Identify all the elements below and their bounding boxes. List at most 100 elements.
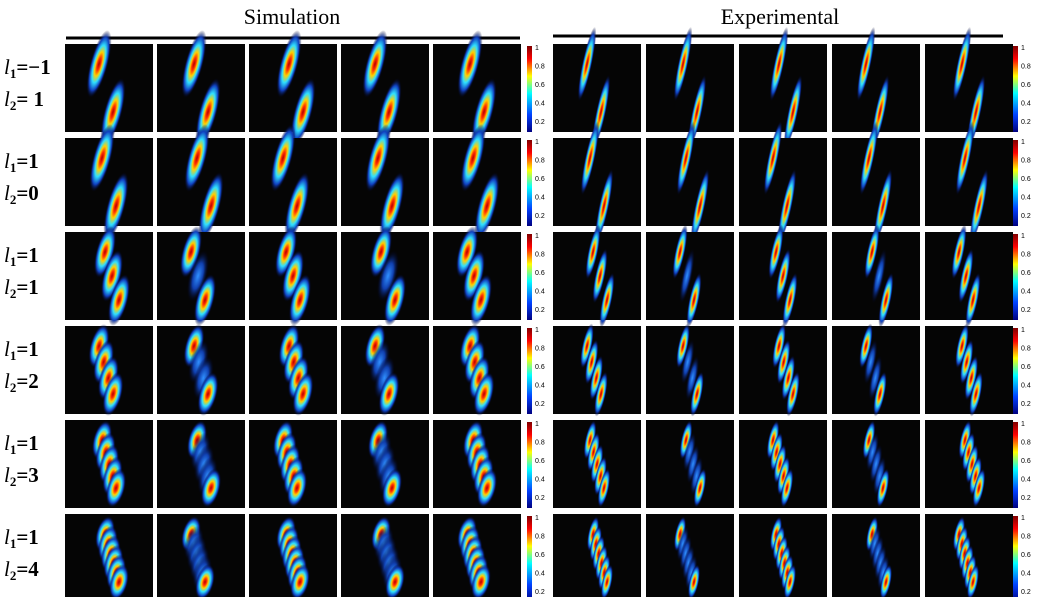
intensity-lobe — [952, 516, 966, 552]
symbol: l — [4, 557, 10, 581]
intensity-lobe — [958, 420, 972, 460]
intensity-lobe — [776, 339, 791, 385]
intensity-lobe — [679, 248, 695, 304]
colorbar — [527, 234, 532, 320]
intensity-lobe — [592, 248, 608, 304]
intensity-lobe — [780, 468, 794, 508]
value: =4 — [16, 557, 39, 581]
image-panel — [553, 514, 641, 597]
colorbar-tick-label: 1 — [1021, 421, 1025, 428]
colorbar-tick-label: 1 — [1021, 233, 1025, 240]
intensity-lobe — [286, 468, 308, 508]
colorbar-tick-label: 1 — [535, 327, 539, 334]
intensity-lobe — [679, 420, 693, 460]
intensity-lobe — [672, 224, 688, 280]
image-panel — [925, 514, 1013, 597]
colorbar-tick-label: 0.8 — [535, 63, 545, 70]
colorbar-tick-label: 0.2 — [1021, 495, 1031, 502]
panel-background — [646, 44, 734, 132]
row-label: l2=1 — [4, 275, 39, 301]
colorbar-tick-label: 0.8 — [1021, 439, 1031, 446]
image-panel — [553, 323, 641, 417]
colorbar-tick-label: 0.6 — [1021, 82, 1031, 89]
image-panel — [739, 120, 827, 244]
colorbar-tick-label: 0.2 — [1021, 589, 1031, 596]
intensity-lobe — [594, 456, 607, 496]
image-panel — [739, 514, 827, 597]
intensity-lobe — [290, 78, 316, 146]
intensity-lobe — [109, 564, 129, 597]
intensity-lobe — [584, 339, 599, 385]
intensity-lobe — [471, 564, 491, 597]
colorbar-tick-label: 0.8 — [1021, 157, 1031, 164]
intensity-lobe — [100, 250, 124, 302]
intensity-lobe — [768, 224, 784, 280]
intensity-lobe — [962, 432, 975, 472]
colorbar-tick-label: 0.6 — [535, 552, 545, 559]
image-panel — [341, 514, 429, 597]
value: =3 — [16, 463, 38, 487]
intensity-lobe — [292, 372, 314, 416]
colorbar-tick-label: 1 — [1021, 515, 1025, 522]
image-panel — [925, 224, 1013, 328]
intensity-lobe — [772, 525, 785, 562]
colorbar-tick-label: 1 — [535, 233, 539, 240]
intensity-lobe — [873, 168, 893, 244]
intensity-lobe — [585, 224, 601, 280]
intensity-lobe — [580, 323, 594, 369]
panel-background — [832, 138, 920, 226]
intensity-lobe — [775, 535, 788, 571]
symbol: l — [4, 275, 10, 299]
image-panel — [646, 224, 734, 328]
subscript: 2 — [10, 192, 17, 207]
intensity-lobe — [469, 274, 493, 326]
intensity-lobe — [676, 120, 696, 196]
intensity-lobe — [955, 525, 968, 562]
intensity-lobe — [381, 468, 403, 508]
colorbar-tick-label: 0.4 — [535, 570, 545, 577]
row-label: l1=−1 — [4, 55, 51, 81]
image-panel — [925, 323, 1013, 417]
intensity-lobe — [590, 444, 604, 484]
intensity-lobe — [878, 272, 894, 328]
intensity-lobe — [685, 554, 698, 591]
image-panel — [65, 420, 153, 508]
intensity-lobe — [365, 124, 391, 192]
colorbar-tick-label: 0.6 — [1021, 552, 1031, 559]
intensity-lobe — [969, 168, 989, 244]
colorbar-tick-label: 0.2 — [535, 307, 545, 314]
intensity-lobe — [682, 545, 695, 581]
colorbar-tick-label: 0.4 — [535, 288, 545, 295]
image-panel — [65, 226, 153, 326]
colorbar-tick-label: 0.2 — [1021, 307, 1031, 314]
colorbar — [1013, 46, 1018, 132]
intensity-lobe — [376, 250, 400, 302]
intensity-lobe — [690, 456, 703, 496]
intensity-lobe — [369, 226, 393, 278]
value: =2 — [16, 369, 38, 393]
intensity-lobe — [877, 554, 890, 591]
colorbar-tick-label: 0.6 — [535, 270, 545, 277]
image-panel — [157, 324, 245, 416]
intensity-lobe — [766, 420, 780, 460]
image-panel — [553, 120, 641, 244]
image-panel — [553, 224, 641, 328]
intensity-lobe — [107, 274, 131, 326]
intensity-lobe — [600, 564, 614, 597]
intensity-lobe — [782, 272, 798, 328]
colorbar-tick-label: 0.4 — [535, 100, 545, 107]
colorbar-tick-label: 0.4 — [1021, 288, 1031, 295]
section-header: Simulation — [244, 4, 341, 29]
intensity-lobe — [676, 525, 689, 562]
colorbar-tick-label: 0.4 — [535, 476, 545, 483]
intensity-lobe — [385, 564, 405, 597]
value: =1 — [16, 149, 38, 173]
intensity-lobe — [781, 554, 794, 591]
colorbar-tick-label: 0.2 — [1021, 119, 1031, 126]
intensity-lobe — [673, 26, 693, 102]
subscript: 1 — [10, 160, 17, 175]
image-panel — [341, 124, 429, 240]
intensity-lobe — [873, 456, 886, 496]
intensity-lobe — [955, 120, 975, 196]
intensity-lobe — [198, 172, 224, 240]
